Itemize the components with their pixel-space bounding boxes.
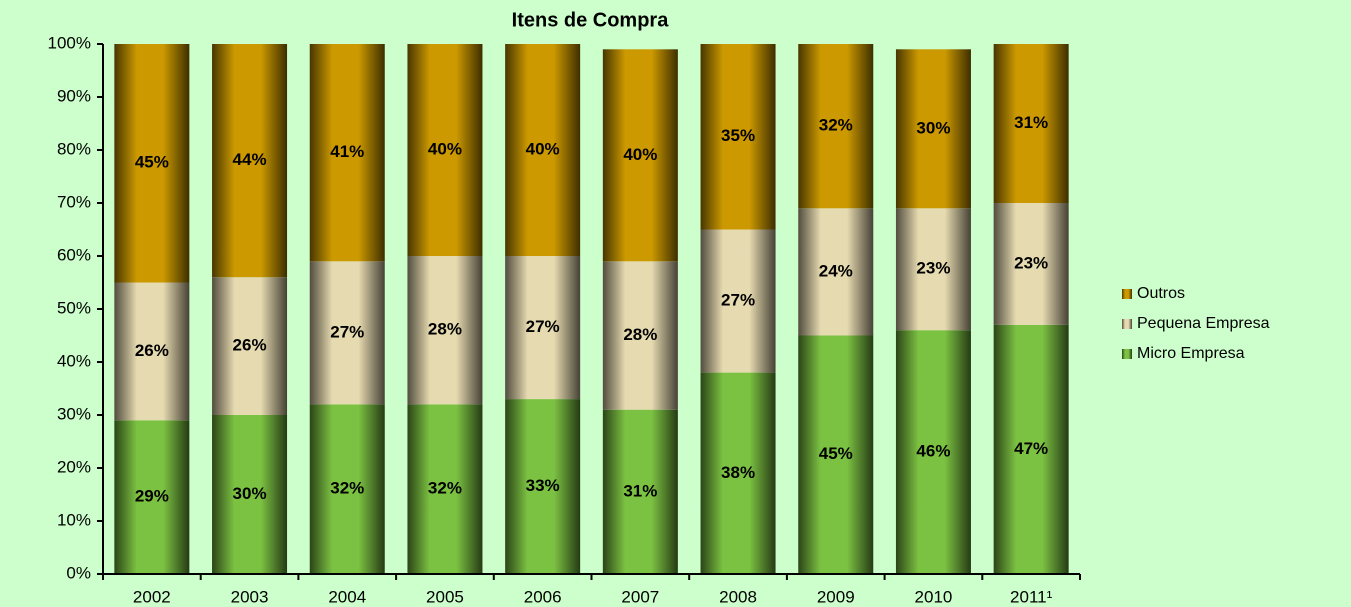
legend-label: Outros [1137, 285, 1185, 302]
bar-segment [895, 208, 971, 331]
x-tick-label: 2008 [719, 587, 757, 606]
bar-segment [798, 44, 874, 209]
value-label: 35% [721, 126, 755, 145]
bar-segment [407, 44, 483, 256]
bar-segment [700, 372, 776, 574]
value-label: 23% [916, 259, 950, 278]
bar-segment [309, 404, 385, 574]
value-label: 30% [233, 484, 267, 503]
bar-segment [602, 261, 678, 410]
value-label: 27% [721, 291, 755, 310]
x-tick-label: 2006 [524, 587, 562, 606]
value-label: 28% [623, 325, 657, 344]
bar-segment [114, 44, 190, 283]
value-label: 31% [623, 481, 657, 500]
value-label: 23% [1014, 253, 1048, 272]
value-label: 32% [330, 479, 364, 498]
value-label: 27% [330, 322, 364, 341]
bar-segment [798, 335, 874, 574]
value-label: 27% [526, 317, 560, 336]
value-label: 47% [1014, 439, 1048, 458]
value-label: 45% [135, 153, 169, 172]
value-label: 33% [526, 476, 560, 495]
bar-segment [798, 208, 874, 336]
y-tick-label: 40% [57, 351, 91, 370]
value-label: 32% [428, 479, 462, 498]
x-tick-label: 2003 [231, 587, 269, 606]
y-tick-label: 90% [57, 86, 91, 105]
bar-segment [114, 420, 190, 574]
value-label: 41% [330, 142, 364, 161]
bar-segment [505, 256, 581, 400]
y-tick-label: 60% [57, 245, 91, 264]
x-tick-label: 2010 [915, 587, 953, 606]
value-label: 29% [135, 487, 169, 506]
value-label: 26% [233, 336, 267, 355]
chart-title: Itens de Compra [512, 9, 670, 31]
legend-label: Micro Empresa [1137, 345, 1245, 362]
value-label: 24% [819, 261, 853, 280]
bar-segment [993, 324, 1069, 574]
plot-area [114, 44, 1069, 574]
value-label: 26% [135, 341, 169, 360]
x-tick-label: 2007 [621, 587, 659, 606]
y-tick-label: 100% [48, 33, 91, 52]
y-tick-label: 10% [57, 510, 91, 529]
value-label: 30% [916, 118, 950, 137]
bar-segment [407, 256, 483, 405]
bar-segment [993, 44, 1069, 204]
legend-swatch [1122, 319, 1132, 329]
value-label: 44% [233, 150, 267, 169]
bar-segment [602, 409, 678, 574]
bar-segment [309, 261, 385, 405]
y-tick-label: 0% [66, 563, 91, 582]
x-tick-label: 2011¹ [1010, 587, 1053, 606]
value-label: 32% [819, 116, 853, 135]
bar-segment [212, 415, 288, 574]
value-label: 28% [428, 320, 462, 339]
x-tick-label: 2005 [426, 587, 464, 606]
legend-label: Pequena Empresa [1137, 315, 1270, 332]
x-tick-label: 2009 [817, 587, 855, 606]
value-label: 38% [721, 463, 755, 482]
bar-segment [505, 399, 581, 574]
bar-segment [993, 203, 1069, 325]
legend-swatch [1122, 289, 1132, 299]
bar-segment [212, 277, 288, 415]
bar-segment [895, 49, 971, 209]
value-label: 46% [916, 442, 950, 461]
bar-segment [602, 49, 678, 262]
y-tick-label: 30% [57, 404, 91, 423]
bar-segment [700, 229, 776, 373]
y-tick-label: 20% [57, 457, 91, 476]
value-label: 40% [526, 139, 560, 158]
value-label: 40% [428, 139, 462, 158]
bar-segment [114, 282, 190, 421]
bar-segment [212, 44, 288, 278]
value-label: 40% [623, 145, 657, 164]
value-label: 45% [819, 444, 853, 463]
y-tick-label: 80% [57, 139, 91, 158]
legend-swatch [1122, 349, 1132, 359]
bar-segment [700, 44, 776, 230]
value-label: 31% [1014, 113, 1048, 132]
y-tick-label: 50% [57, 298, 91, 317]
bar-segment [309, 44, 385, 262]
bar-segment [505, 44, 581, 256]
bar-segment [407, 404, 483, 574]
x-tick-label: 2002 [133, 587, 171, 606]
bar-segment [895, 330, 971, 574]
x-tick-label: 2004 [328, 587, 366, 606]
y-tick-label: 70% [57, 192, 91, 211]
